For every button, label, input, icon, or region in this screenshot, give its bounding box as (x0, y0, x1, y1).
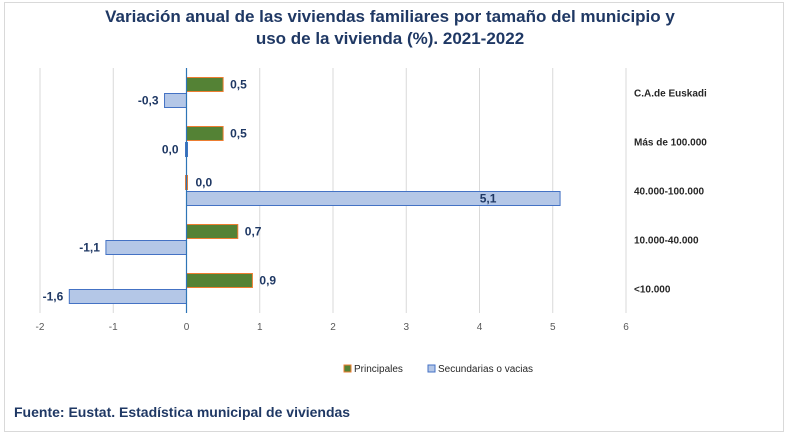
category-label: 10.000-40.000 (634, 236, 699, 247)
data-label: 0,7 (245, 225, 262, 239)
bar-secundarias (105, 240, 187, 255)
legend-label: Principales (354, 364, 403, 375)
x-tick-label: 5 (550, 322, 556, 333)
data-label: 0,9 (259, 274, 276, 288)
data-label: -1,6 (43, 290, 64, 304)
x-tick-label: 1 (257, 322, 263, 333)
bar-principales (186, 77, 224, 92)
data-label: 0,0 (196, 176, 213, 190)
bar-secundarias (68, 289, 187, 304)
data-label: -0,3 (138, 94, 159, 108)
data-label: 0,5 (230, 127, 247, 141)
chart-title-line1: Variación anual de las viviendas familia… (105, 7, 675, 26)
x-tick-label: 3 (403, 322, 409, 333)
x-tick-label: 4 (477, 322, 483, 333)
x-tick-label: 6 (623, 322, 629, 333)
axis: -2 -1 0 1 2 3 4 5 6 (36, 68, 629, 333)
source-note: Fuente: Eustat. Estadística municipal de… (14, 404, 351, 420)
chart-frame (4, 2, 784, 432)
x-tick-label: 0 (184, 322, 190, 333)
x-tick-label: -1 (109, 322, 118, 333)
bars (68, 77, 561, 304)
legend: Principales Secundarias o vacias (343, 364, 533, 375)
legend-label: Secundarias o vacias (438, 364, 533, 375)
legend-swatch (343, 364, 352, 373)
category-label: <10.000 (634, 285, 671, 296)
labels: 0,5 -0,3 C.A.de Euskadi 0,5 0,0 Más de 100.00… (43, 78, 708, 304)
data-label: -1,1 (79, 241, 100, 255)
x-tick-label: -2 (36, 322, 45, 333)
category-label: Más de 100.000 (634, 138, 707, 149)
chart-title: Variación anual de las viviendas familia… (0, 6, 780, 50)
bar-principales (186, 273, 253, 288)
chart-svg: -2 -1 0 1 2 3 4 5 6 0,5 -0,3 C.A.de Euskadi 0,5 0,0 M… (36, 68, 708, 375)
data-label: 0,5 (230, 78, 247, 92)
legend-swatch (427, 364, 436, 373)
data-label: 5,1 (480, 192, 497, 206)
x-tick-label: 2 (330, 322, 336, 333)
bar-principales (186, 224, 239, 239)
bar-secundarias (186, 191, 561, 206)
bar-secundarias (164, 93, 187, 108)
chart-title-line2: uso de la vivienda (%). 2021-2022 (255, 29, 525, 48)
gridlines (39, 68, 627, 313)
category-label: C.A.de Euskadi (634, 89, 707, 100)
bar-principales (186, 126, 224, 141)
category-label: 40.000-100.000 (634, 187, 705, 198)
data-label: 0,0 (162, 143, 179, 157)
